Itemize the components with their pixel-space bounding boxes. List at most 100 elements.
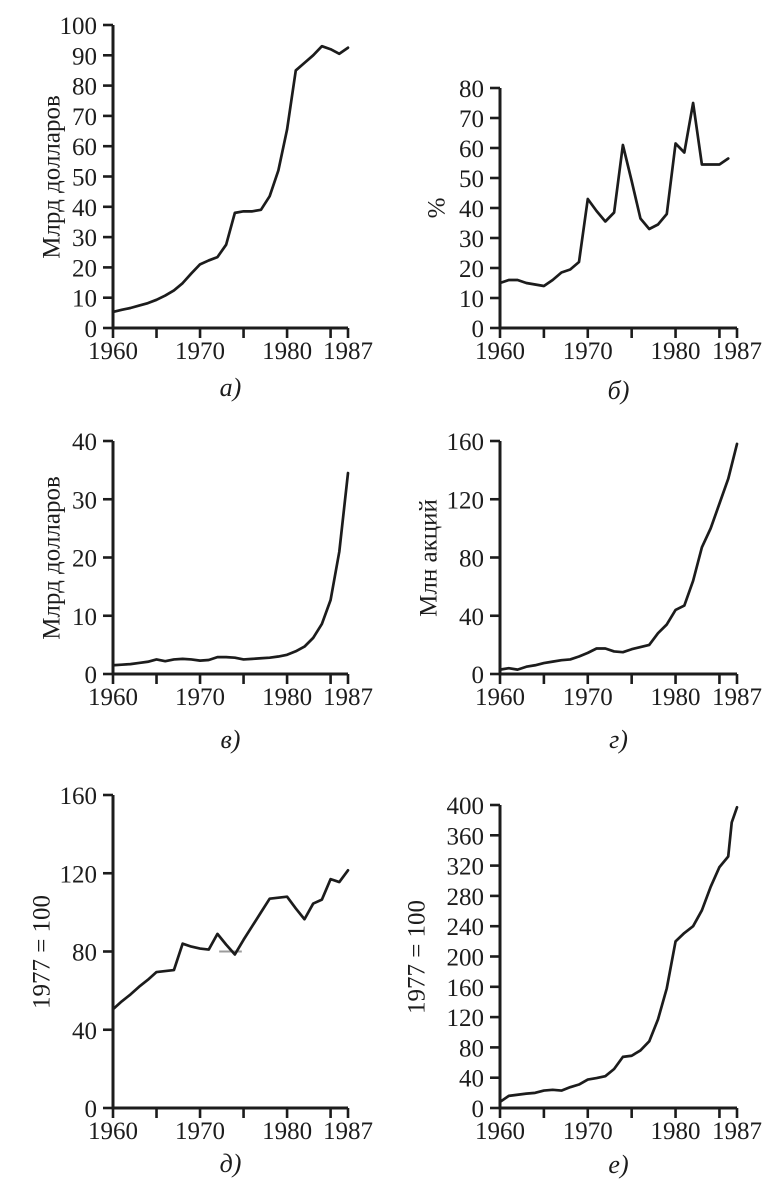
y-tick-label: 120 <box>60 861 98 888</box>
y-tick-label: 40 <box>72 429 97 456</box>
chart-caption: е) <box>608 1150 629 1179</box>
chart-a: 0 10 20 30 40 50 60 70 80 90 100 1960 1970 1980 1987 М… <box>0 0 390 402</box>
chart-b: 0 10 20 30 40 50 60 70 80 1960 1970 1980 1987 % б) <box>390 0 780 404</box>
y-tick-label: 160 <box>447 975 485 1002</box>
axis-line <box>498 88 737 330</box>
y-tick-label: 30 <box>459 226 484 253</box>
y-tick-label: 80 <box>459 76 484 103</box>
chart-g: 0 40 80 120 160 1960 1970 1980 1987 Млн акций г) <box>390 400 780 760</box>
chart-caption: в) <box>220 725 241 754</box>
axes <box>103 439 350 684</box>
chart-caption: а) <box>219 373 242 402</box>
x-tick-label: 1970 <box>175 338 225 365</box>
data-series-line <box>111 44 350 314</box>
x-tick-label: 1970 <box>563 1118 613 1145</box>
y-tick-label: 0 <box>85 316 98 343</box>
chart-e-plot: 0 40 80 120 160 200 240 280 320 360 400 1960 1970 198… <box>447 793 763 1145</box>
y-axis-label: % <box>423 197 451 219</box>
x-tick-label: 1980 <box>262 684 312 711</box>
y-tick-label: 10 <box>459 286 484 313</box>
y-tick-label: 70 <box>72 104 97 131</box>
axes <box>490 803 739 1118</box>
axes <box>490 439 739 684</box>
chart-g-plot: 0 40 80 120 160 1960 1970 1980 1987 <box>447 429 763 711</box>
y-tick-label: 30 <box>72 487 97 514</box>
x-tick-label: 1980 <box>651 684 701 711</box>
data-series-line <box>498 101 730 288</box>
x-tick-label: 1960 <box>475 1118 525 1145</box>
y-tick-label: 120 <box>447 1005 485 1032</box>
chart-v: 0 10 20 30 40 1960 1970 1980 1987 Млрд долларов … <box>0 400 390 760</box>
y-tick-label: 80 <box>459 546 484 573</box>
x-tick-label: 1987 <box>323 338 373 365</box>
y-tick-label: 0 <box>85 1096 98 1123</box>
y-tick-label: 60 <box>72 134 97 161</box>
y-tick-label: 0 <box>472 316 485 343</box>
y-tick-label: 240 <box>447 914 485 941</box>
y-tick-label: 10 <box>72 604 97 631</box>
x-tick-label: 1970 <box>563 684 613 711</box>
y-tick-label: 10 <box>72 286 97 313</box>
y-tick-label: 30 <box>72 225 97 252</box>
y-tick-label: 20 <box>72 546 97 573</box>
y-tick-label: 20 <box>459 256 484 283</box>
y-tick-label: 50 <box>72 165 97 192</box>
y-tick-label: 40 <box>459 604 484 631</box>
y-tick-label: 80 <box>459 1035 484 1062</box>
data-series-line <box>111 868 350 1011</box>
y-tick-label: 160 <box>60 783 98 810</box>
y-tick-label: 70 <box>459 106 484 133</box>
x-tick-label: 1980 <box>262 1118 312 1145</box>
x-tick-label: 1980 <box>651 1118 701 1145</box>
chart-caption: б) <box>607 376 630 405</box>
y-tick-label: 40 <box>72 1018 97 1045</box>
y-tick-label: 0 <box>472 1096 485 1123</box>
y-tick-label: 120 <box>447 487 485 514</box>
y-tick-label: 400 <box>447 793 485 820</box>
y-tick-label: 40 <box>459 1066 484 1093</box>
y-tick-label: 90 <box>72 43 97 70</box>
y-tick-label: 0 <box>85 662 98 689</box>
axis-line <box>498 441 737 676</box>
x-tick-label: 1970 <box>175 1118 225 1145</box>
chart-e: 0 40 80 120 160 200 240 280 320 360 400 1960 1970 198… <box>390 780 780 1196</box>
y-tick-label: 40 <box>459 196 484 223</box>
y-tick-label: 40 <box>72 195 97 222</box>
data-series-line <box>498 805 739 1104</box>
x-tick-label: 1960 <box>88 338 138 365</box>
chart-d-plot: 0 40 80 120 160 1960 1970 1980 1987 <box>60 783 374 1145</box>
chart-a-plot: 0 10 20 30 40 50 60 70 80 90 100 1960 1970 1980 1987 <box>60 13 374 365</box>
y-axis-label: Млрд долларов <box>38 94 66 259</box>
chart-caption: г) <box>609 725 628 754</box>
y-tick-label: 80 <box>72 74 97 101</box>
data-series-line <box>498 442 739 671</box>
y-tick-label: 50 <box>459 166 484 193</box>
data-series-line <box>111 471 350 667</box>
y-axis-label: Млрд долларов <box>38 475 66 640</box>
y-tick-label: 100 <box>60 13 98 40</box>
x-tick-label: 1960 <box>88 1118 138 1145</box>
y-tick-label: 20 <box>72 255 97 282</box>
x-tick-label: 1970 <box>175 684 225 711</box>
axes <box>103 793 350 1118</box>
y-tick-label: 60 <box>459 136 484 163</box>
y-axis-label: 1977 = 100 <box>403 899 431 1014</box>
y-axis-label: Млн акций <box>415 498 443 617</box>
x-tick-label: 1987 <box>323 684 373 711</box>
x-tick-label: 1987 <box>712 1118 762 1145</box>
y-axis-label: 1977 = 100 <box>28 894 56 1009</box>
x-tick-label: 1987 <box>712 338 762 365</box>
y-tick-label: 280 <box>447 884 485 911</box>
x-tick-label: 1980 <box>651 338 701 365</box>
x-tick-label: 1987 <box>712 684 762 711</box>
axes <box>103 23 350 338</box>
x-tick-label: 1960 <box>475 684 525 711</box>
y-tick-label: 320 <box>447 854 485 881</box>
chart-v-plot: 0 10 20 30 40 1960 1970 1980 1987 <box>72 429 373 711</box>
x-tick-label: 1970 <box>563 338 613 365</box>
y-tick-label: 80 <box>72 940 97 967</box>
x-tick-label: 1960 <box>88 684 138 711</box>
x-tick-label: 1960 <box>475 338 525 365</box>
